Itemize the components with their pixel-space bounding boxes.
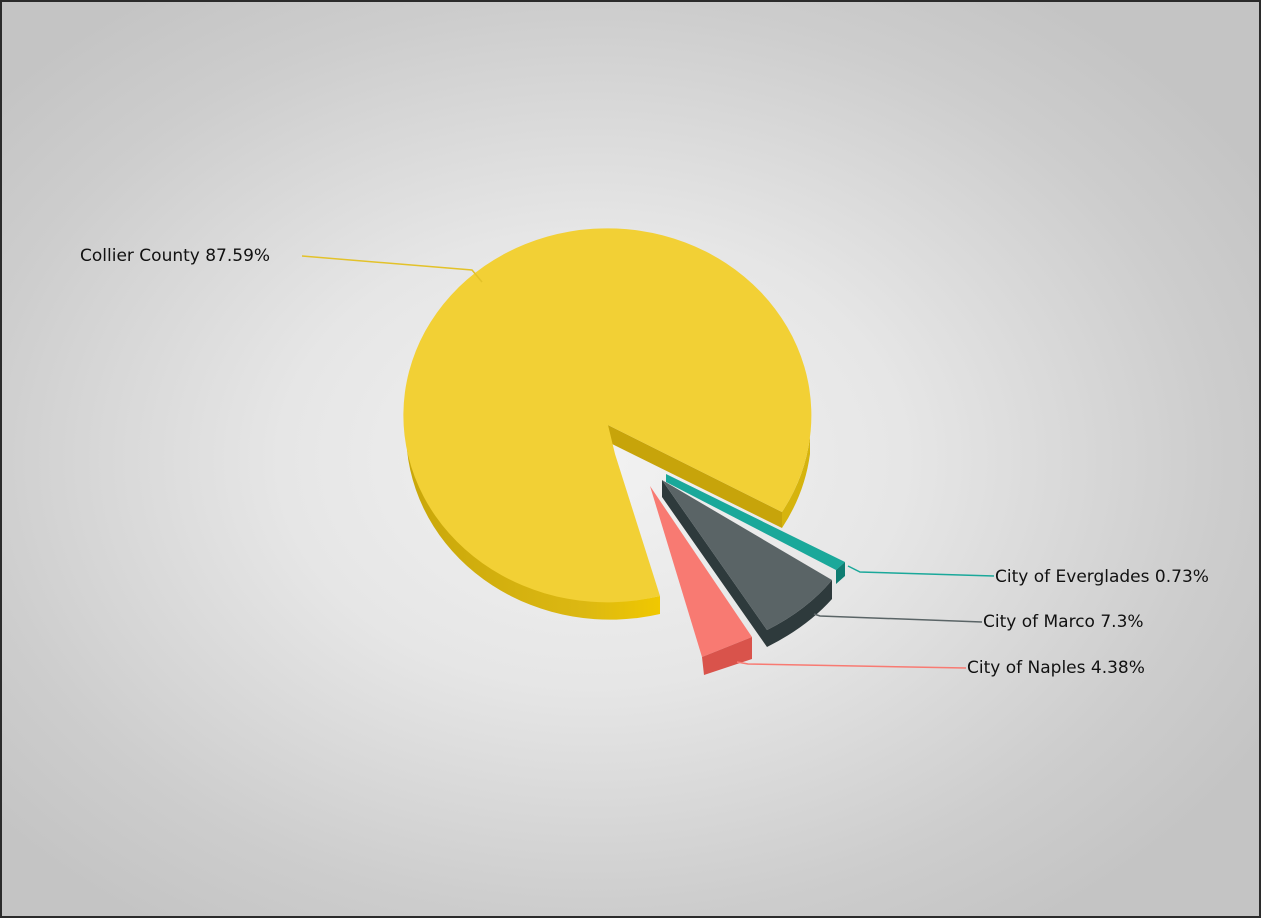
slice-city-of-marco-top bbox=[662, 480, 832, 630]
slice-city-of-marco-side bbox=[662, 480, 832, 647]
slice-collier-county-side-right bbox=[782, 437, 810, 528]
slice-city-of-naples[interactable] bbox=[650, 486, 752, 675]
label-city-of-marco: City of Marco 7.3% bbox=[983, 612, 1144, 632]
leader-city-of-marco bbox=[813, 613, 983, 623]
leader-city-of-naples bbox=[736, 661, 967, 669]
leader-city-of-everglades bbox=[847, 565, 995, 577]
slice-collier-county-cut bbox=[608, 425, 782, 528]
leader-collier-county bbox=[301, 255, 483, 283]
label-city-of-everglades: City of Everglades 0.73% bbox=[995, 567, 1209, 587]
label-collier-county: Collier County 87.59% bbox=[80, 246, 270, 266]
slice-city-of-naples-side bbox=[702, 637, 752, 675]
slice-city-of-everglades-top bbox=[666, 474, 845, 570]
slice-city-of-naples-top bbox=[650, 486, 752, 657]
slice-collier-county[interactable] bbox=[403, 228, 812, 620]
slice-collier-county-side bbox=[407, 432, 660, 620]
slice-city-of-everglades[interactable] bbox=[666, 474, 845, 584]
slice-collier-county-top bbox=[403, 228, 812, 603]
label-city-of-naples: City of Naples 4.38% bbox=[967, 658, 1145, 678]
slice-city-of-everglades-side bbox=[836, 562, 845, 584]
slice-city-of-marco[interactable] bbox=[662, 480, 832, 647]
